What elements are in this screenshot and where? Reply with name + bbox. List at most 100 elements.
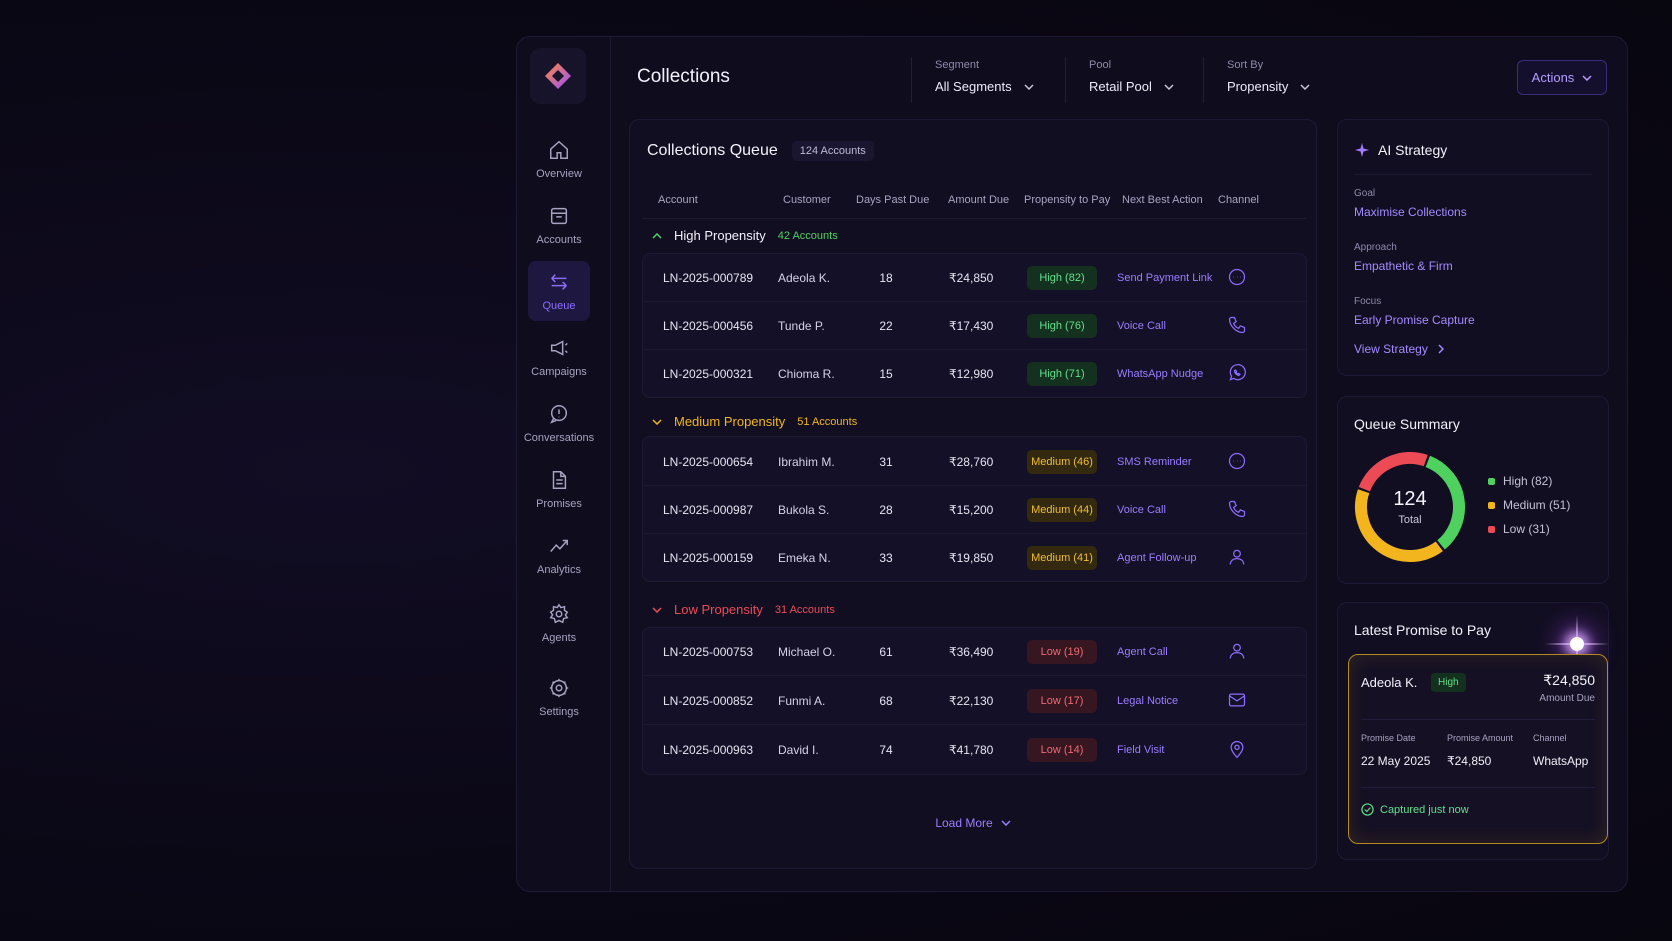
goal-label: Goal [1354,188,1376,199]
pool-label: Pool [1089,59,1112,71]
sidebar-item-overview[interactable]: Overview [528,129,590,189]
sidebar-item-agents[interactable]: Agents [528,593,590,653]
group-list-medium: LN-2025-000654 Ibrahim M. 31 ₹28,760 Med… [642,436,1307,582]
view-strategy-link[interactable]: View Strategy [1354,342,1444,356]
sidebar-item-label: Overview [536,167,582,180]
next-best-action-link[interactable]: Field Visit [1117,744,1165,756]
sidebar-item-label: Promises [536,497,582,510]
column-header-customer[interactable]: Customer [783,194,831,206]
chevron-right-icon [1438,344,1444,354]
table-row[interactable]: LN-2025-000987 Bukola S. 28 ₹15,200 Medi… [643,486,1306,534]
view-strategy-label: View Strategy [1354,342,1428,356]
table-row[interactable]: LN-2025-000456 Tunde P. 22 ₹17,430 High … [643,302,1306,350]
person-icon[interactable] [1227,547,1249,569]
collections-queue-panel: Collections Queue 124 Accounts Account C… [629,119,1317,869]
next-best-action-link[interactable]: Legal Notice [1117,695,1179,707]
table-row[interactable]: LN-2025-000852 Funmi A. 68 ₹22,130 Low (… [643,677,1306,725]
divider [1065,57,1066,103]
divider [642,218,1306,219]
account-id: LN-2025-000456 [663,319,754,333]
column-header-channel[interactable]: Channel [1218,194,1259,206]
column-header-account[interactable]: Account [658,194,698,206]
promise-amount-label: Promise Amount [1447,733,1514,743]
table-row[interactable]: LN-2025-000159 Emeka N. 33 ₹19,850 Mediu… [643,534,1306,582]
sidebar-item-label: Queue [542,299,576,312]
sparkle-icon [1355,143,1369,157]
sidebar-item-campaigns[interactable]: Campaigns [528,327,590,387]
next-best-action-link[interactable]: Voice Call [1117,320,1166,332]
divider [643,533,1306,534]
person-icon[interactable] [1227,641,1249,663]
promise-amount-due: ₹24,850 [1543,672,1595,688]
table-row[interactable]: LN-2025-000963 David I. 74 ₹41,780 Low (… [643,726,1306,774]
table-row[interactable]: LN-2025-000753 Michael O. 61 ₹36,490 Low… [643,628,1306,676]
queue-summary-title: Queue Summary [1354,416,1460,432]
sidebar: Overview Accounts Queue Campaigns Conver… [517,37,611,891]
segment-value: All Segments [935,79,1012,94]
table-row[interactable]: LN-2025-000321 Chioma R. 15 ₹12,980 High… [643,350,1306,398]
next-best-action-link[interactable]: SMS Reminder [1117,456,1192,468]
next-best-action-link[interactable]: Voice Call [1117,504,1166,516]
whatsapp-icon[interactable] [1227,363,1249,385]
mail-icon[interactable] [1227,690,1249,712]
group-header-low[interactable]: Low Propensity 31 Accounts [652,602,835,617]
actions-button[interactable]: Actions [1517,60,1607,95]
sidebar-item-promises[interactable]: Promises [528,459,590,519]
segment-dropdown[interactable]: Segment All Segments [935,59,1034,94]
chat-icon[interactable] [1227,267,1249,289]
page-title: Collections [637,66,730,87]
approach-field: Approach Empathetic & Firm [1354,242,1453,273]
column-header-next-best-action[interactable]: Next Best Action [1122,194,1203,206]
sort-value: Propensity [1227,79,1289,94]
column-header-days-past-due[interactable]: Days Past Due [856,194,930,206]
column-header-amount-due[interactable]: Amount Due [948,194,1010,206]
sort-dropdown[interactable]: Sort By Propensity [1227,59,1310,94]
donut-legend: High (82) Medium (51) Low (31) [1488,469,1570,541]
legend-item-medium: Medium (51) [1488,493,1570,517]
sidebar-item-settings[interactable]: Settings [528,667,590,727]
amount-due: ₹17,430 [949,319,994,333]
sidebar-item-queue[interactable]: Queue [528,261,590,321]
account-id: LN-2025-000852 [663,694,754,708]
pool-dropdown[interactable]: Pool Retail Pool [1089,59,1174,94]
logo[interactable] [530,48,586,104]
load-more-button[interactable]: Load More [630,816,1316,830]
group-header-medium[interactable]: Medium Propensity 51 Accounts [652,414,857,429]
propensity-badge: High [1431,673,1466,692]
next-best-action-link[interactable]: Agent Follow-up [1117,552,1197,564]
amount-due: ₹19,850 [949,551,994,565]
column-header-propensity[interactable]: Propensity to Pay [1024,194,1111,206]
sidebar-item-conversations[interactable]: Conversations [524,393,594,453]
next-best-action-link[interactable]: Agent Call [1117,646,1168,658]
next-best-action-link[interactable]: Send Payment Link [1117,272,1213,284]
group-count: 42 Accounts [777,229,838,242]
amount-due: ₹28,760 [949,455,994,469]
ai-strategy-card: AI Strategy Goal Maximise Collections Ap… [1337,119,1609,376]
sidebar-item-analytics[interactable]: Analytics [528,525,590,585]
table-row[interactable]: LN-2025-000654 Ibrahim M. 31 ₹28,760 Med… [643,438,1306,486]
chat-icon[interactable] [1227,451,1249,473]
account-id: LN-2025-000159 [663,551,754,565]
group-name: Low Propensity [674,602,763,617]
channel-value: WhatsApp [1533,754,1589,768]
chevron-down-icon [1300,83,1310,90]
days-past-due: 61 [879,645,893,659]
group-header-high[interactable]: High Propensity 42 Accounts [652,228,838,243]
phone-icon[interactable] [1227,315,1249,337]
legend-swatch [1488,477,1495,485]
account-id: LN-2025-000789 [663,271,754,285]
group-list-low: LN-2025-000753 Michael O. 61 ₹36,490 Low… [642,627,1307,775]
latest-promise-title: Latest Promise to Pay [1354,622,1491,638]
account-id: LN-2025-000321 [663,367,754,381]
sidebar-item-accounts[interactable]: Accounts [528,195,590,255]
group-count: 31 Accounts [774,603,835,616]
focus-label: Focus [1354,296,1382,307]
divider [1354,174,1592,175]
promise-detail-box[interactable]: Adeola K. High ₹24,850 Amount Due Promis… [1348,654,1608,844]
phone-icon[interactable] [1227,499,1249,521]
location-icon[interactable] [1227,739,1249,761]
next-best-action-link[interactable]: WhatsApp Nudge [1117,368,1204,380]
table-row[interactable]: LN-2025-000789 Adeola K. 18 ₹24,850 High… [643,254,1306,302]
donut-center: 124 Total [1352,449,1468,565]
capture-status: Captured just now [1361,803,1469,816]
